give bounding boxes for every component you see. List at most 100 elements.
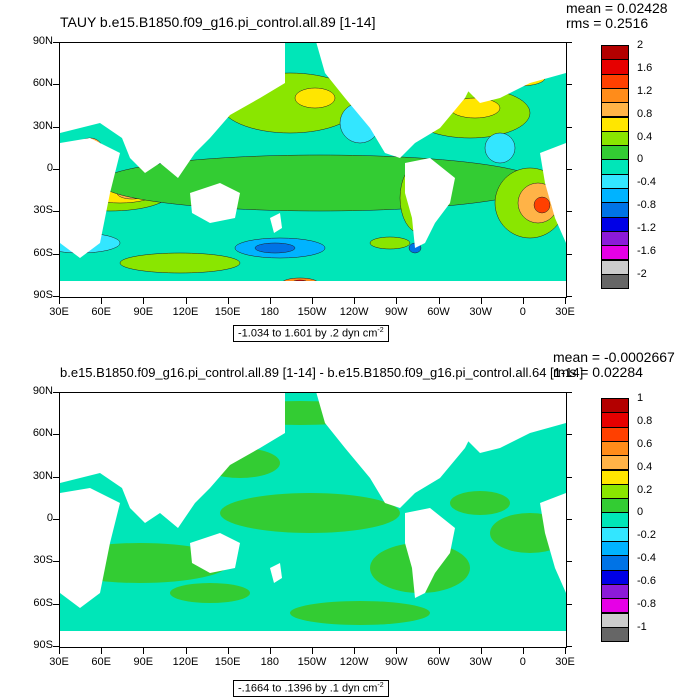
lon-tick-mark [438, 298, 440, 304]
map-plot [59, 392, 567, 648]
legend-label: -1.2 [637, 222, 656, 235]
lon-tick-label: 90E [133, 656, 154, 668]
contour-range: -.1664 to .1396 by .1 dyn cm-2 [233, 680, 389, 697]
land-mass [270, 213, 282, 233]
lon-tick-label: 90W [385, 306, 408, 318]
legend-swatch [601, 426, 629, 442]
legend-swatch [601, 483, 629, 500]
lon-tick-mark [438, 648, 440, 654]
legend-label: -1.6 [637, 244, 656, 257]
range-exponent: -2 [377, 682, 384, 689]
legend-swatch [601, 569, 629, 585]
map-plot [59, 42, 567, 298]
lat-tick-mark [566, 42, 572, 43]
land-mass [60, 43, 285, 178]
legend-label: -0.6 [637, 575, 656, 588]
lon-tick-mark [354, 648, 356, 654]
contour-region [119, 252, 241, 274]
land-mass [190, 533, 240, 573]
lat-tick-label: 90S [33, 639, 53, 651]
lon-tick-label: 180 [260, 656, 279, 668]
panel-title: b.e15.B1850.f09_g16.pi_control.all.89 [1… [60, 365, 584, 380]
lat-tick-label: 0 [46, 512, 53, 524]
lon-tick-label: 30E [49, 306, 69, 318]
lon-tick-label: 150E [214, 656, 241, 668]
lon-tick-mark [227, 648, 229, 654]
lat-tick-mark [566, 603, 572, 605]
legend-label: 0 [637, 153, 644, 166]
legend-swatch [601, 498, 629, 514]
lon-tick-label: 120E [172, 656, 199, 668]
mean-value: mean = 0.02428 [566, 0, 668, 16]
land-mass [60, 281, 566, 297]
lat-tick-mark [566, 476, 572, 478]
lon-tick-label: 120W [339, 306, 369, 318]
lon-tick-mark [185, 648, 187, 654]
range-text: -1.034 to 1.601 by .2 dyn cm [238, 327, 378, 340]
lon-tick-mark [480, 298, 482, 304]
land-mass [540, 143, 566, 243]
contour-region [369, 236, 411, 250]
lon-tick-mark [480, 648, 482, 654]
lon-tick-label: 150E [214, 306, 241, 318]
lat-tick-label: 0 [46, 162, 53, 174]
legend-swatch [601, 398, 629, 414]
contour-region [220, 493, 400, 533]
lat-tick-mark [566, 561, 572, 563]
mean-value: mean = -0.0002667 [553, 349, 675, 365]
legend-label: 1 [637, 392, 644, 404]
lon-tick-label: 90E [133, 306, 154, 318]
land-mass [190, 183, 240, 223]
lat-tick-mark [53, 519, 59, 520]
lon-tick-mark [143, 298, 145, 304]
lat-tick-label: 90N [32, 35, 53, 47]
lat-tick-mark [566, 211, 572, 213]
legend-label: -2 [637, 267, 647, 280]
lon-tick-label: 0 [519, 306, 526, 318]
lat-tick-mark [566, 126, 572, 128]
land-mass [405, 158, 455, 248]
lon-tick-mark [396, 298, 398, 304]
legend-label: 0.4 [637, 460, 653, 473]
lon-tick-label: 60W [427, 306, 450, 318]
lon-tick-label: 150W [297, 656, 327, 668]
lat-tick-mark [566, 253, 572, 255]
contour-region [294, 87, 336, 109]
land-mass [60, 488, 120, 608]
lat-tick-mark [53, 42, 59, 43]
contour-region [450, 491, 510, 515]
lat-tick-mark [566, 519, 572, 520]
range-text: -.1664 to .1396 by .1 dyn cm [238, 682, 378, 695]
lat-tick-mark [53, 392, 59, 393]
land-mass [270, 563, 282, 583]
lon-tick-mark [227, 298, 229, 304]
legend-swatch [601, 455, 629, 471]
lon-tick-mark [269, 648, 271, 654]
legend-label: 1.2 [637, 84, 653, 97]
legend-label: -0.4 [637, 552, 656, 565]
legend-swatch [601, 526, 629, 542]
legend-label: 0.4 [637, 130, 653, 143]
lat-tick-mark [53, 476, 59, 478]
lon-tick-mark [312, 298, 313, 304]
land-mass [60, 393, 285, 528]
lon-tick-mark [269, 298, 271, 304]
lat-tick-label: 60N [32, 77, 53, 90]
lat-tick-mark [53, 253, 59, 255]
contour-region [170, 583, 250, 603]
lon-tick-label: 150W [297, 306, 327, 318]
lat-tick-mark [53, 211, 59, 213]
lon-tick-label: 30W [469, 656, 492, 668]
lat-tick-mark [566, 392, 572, 393]
map-contours [60, 393, 566, 647]
lon-tick-label: 60E [91, 656, 111, 668]
lat-tick-label: 30S [33, 204, 53, 217]
legend-swatch [601, 440, 629, 457]
lat-tick-mark [53, 84, 59, 86]
land-mass [405, 508, 455, 598]
range-exponent: -2 [377, 327, 384, 334]
lon-tick-mark [565, 298, 566, 304]
lat-tick-mark [53, 561, 59, 563]
lat-tick-mark [53, 646, 59, 647]
lat-tick-mark [566, 434, 572, 436]
